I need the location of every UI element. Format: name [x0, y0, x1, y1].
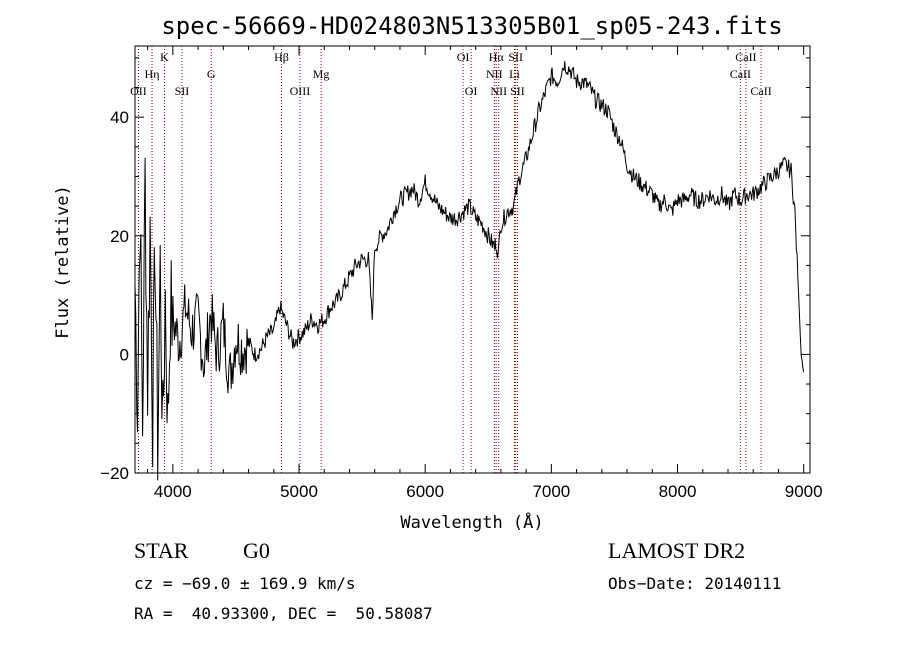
x-axis-label: Wavelength (Å): [400, 511, 543, 533]
spectral-line-label: SII: [510, 84, 525, 98]
coordinates: RA = 40.93300, DEC = 50.58087: [134, 604, 433, 623]
spectral-line-label: Li: [509, 67, 520, 81]
spectral-line-label: CaII: [730, 67, 751, 81]
spectral-line-label: CaII: [750, 84, 771, 98]
spectrum-line: [134, 61, 805, 481]
x-tick-label: 4000: [154, 482, 192, 501]
spectral-line-label: SII: [508, 50, 523, 64]
spectral-line-label: Hη: [145, 67, 160, 81]
chart-title: spec-56669-HD024803N513305B01_sp05-243.f…: [161, 12, 782, 40]
spectral-line-label: OIII: [290, 84, 311, 98]
spectral-line-label: OII: [130, 84, 147, 98]
observation-date: Obs−Date: 20140111: [608, 574, 782, 593]
redshift-velocity: cz = −69.0 ± 169.9 km/s: [134, 574, 356, 593]
object-class: STAR: [134, 538, 189, 563]
spectral-line-label: G: [207, 67, 216, 81]
spectral-line-label: OI: [457, 50, 470, 64]
spectral-line-label: SII: [175, 84, 190, 98]
y-tick-label: −20: [100, 464, 129, 483]
spectral-line-label: NII: [490, 84, 507, 98]
x-tick-label: 9000: [785, 482, 823, 501]
x-tick-label: 7000: [532, 482, 570, 501]
spectral-line-label: K: [160, 50, 169, 64]
x-tick-label: 6000: [406, 482, 444, 501]
x-tick-label: 8000: [659, 482, 697, 501]
x-tick-label: 5000: [280, 482, 318, 501]
spectral-line-label: Hα: [489, 50, 505, 64]
survey-name: LAMOST DR2: [608, 538, 746, 563]
y-tick-label: 0: [120, 345, 129, 364]
spectral-line-label: Mg: [313, 67, 330, 81]
spectral-line-label: CaII: [735, 50, 756, 64]
object-subclass: G0: [243, 538, 270, 563]
y-axis-label: Flux (relative): [53, 185, 73, 339]
spectral-line-label: OI: [465, 84, 478, 98]
spectral-line-label: Hβ: [274, 50, 289, 64]
y-tick-label: 40: [110, 108, 129, 127]
spectral-line-label: NII: [486, 67, 503, 81]
y-tick-label: 20: [110, 227, 129, 246]
plot-frame: [134, 45, 811, 474]
